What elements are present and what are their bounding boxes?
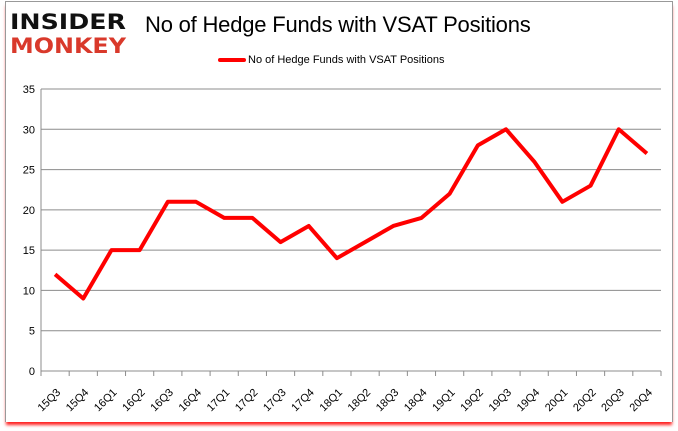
x-tick-label: 19Q1 — [430, 387, 458, 415]
legend-swatch — [218, 58, 246, 62]
insider-monkey-logo: INSIDER MONKEY — [10, 10, 127, 56]
x-tick-label: 16Q4 — [177, 387, 205, 415]
x-tick-label: 16Q1 — [92, 387, 120, 415]
y-tick-label: 10 — [23, 285, 35, 297]
x-tick-label: 19Q3 — [487, 387, 515, 415]
x-tick-label: 19Q4 — [515, 387, 543, 415]
svg-text:INSIDER: INSIDER — [10, 10, 126, 34]
x-tick-label: 17Q3 — [261, 387, 289, 415]
y-tick-label: 5 — [29, 326, 35, 338]
x-tick-label: 18Q2 — [346, 387, 374, 415]
x-tick-label: 16Q2 — [120, 387, 148, 415]
y-tick-label: 20 — [23, 205, 35, 217]
x-tick-label: 17Q4 — [289, 387, 317, 415]
x-tick-label: 17Q1 — [205, 387, 233, 415]
x-tick-label: 20Q4 — [628, 387, 656, 415]
chart-title: No of Hedge Funds with VSAT Positions — [145, 12, 531, 37]
x-tick-label: 15Q4 — [64, 387, 92, 415]
x-tick-label: 16Q3 — [148, 387, 176, 415]
y-tick-label: 15 — [23, 245, 35, 257]
x-tick-label: 20Q3 — [599, 387, 627, 415]
x-tick-label: 17Q2 — [233, 387, 261, 415]
svg-text:MONKEY: MONKEY — [10, 34, 127, 56]
x-tick-label: 15Q3 — [36, 387, 64, 415]
legend: No of Hedge Funds with VSAT Positions — [218, 54, 444, 66]
x-tick-label: 20Q1 — [543, 387, 571, 415]
y-tick-label: 35 — [23, 84, 35, 96]
y-tick-label: 30 — [23, 124, 35, 136]
x-tick-label: 18Q1 — [318, 387, 346, 415]
x-tick-label: 18Q3 — [374, 387, 402, 415]
y-tick-label: 0 — [29, 366, 35, 378]
chart-frame — [5, 1, 673, 422]
x-tick-label: 18Q4 — [402, 387, 430, 415]
x-tick-label: 19Q2 — [458, 387, 486, 415]
legend-label: No of Hedge Funds with VSAT Positions — [248, 54, 445, 66]
series-line — [53, 127, 649, 301]
x-tick-label: 20Q2 — [571, 387, 599, 415]
y-tick-label: 25 — [23, 165, 35, 177]
